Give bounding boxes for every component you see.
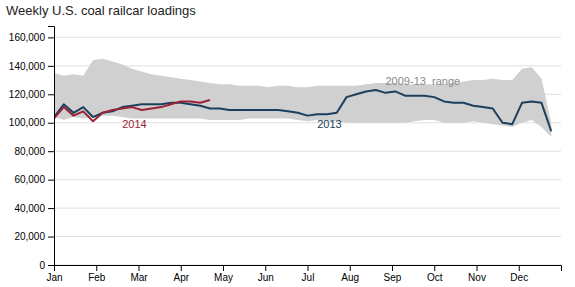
- grid-line: [54, 37, 561, 38]
- y-tick-label: 160,000: [9, 32, 46, 43]
- grid-line: [54, 236, 561, 237]
- chart: Weekly U.S. coal railcar loadings 0 20,000…: [0, 0, 575, 287]
- y-tick: 160,000: [9, 32, 54, 43]
- x-tick-mark: [54, 265, 55, 271]
- x-tick-mark: [139, 265, 140, 271]
- x-axis: Jan Feb Mar Apr May Jun Jul Aug Sep Oct Nov Dec: [46, 265, 561, 283]
- x-tick-label: Mar: [130, 272, 148, 283]
- x-tick: Apr: [173, 265, 189, 283]
- title: Weekly U.S. coal railcar loadings: [6, 3, 196, 18]
- grid-line: [54, 208, 561, 209]
- y-tick-mark: [48, 151, 54, 152]
- x-tick-mark: [308, 265, 309, 271]
- y-tick-mark: [48, 208, 54, 209]
- grid-line: [54, 179, 561, 180]
- range-area: [54, 59, 551, 137]
- line: [54, 90, 551, 131]
- y-tick-label: 140,000: [9, 61, 46, 72]
- x-tick-mark: [477, 265, 478, 271]
- x-tick-mark: [519, 265, 520, 271]
- x-tick-label: Sep: [384, 272, 402, 283]
- y-tick: 0: [39, 260, 54, 271]
- y-axis-line: [48, 27, 55, 266]
- x-tick-mark: [350, 265, 351, 271]
- y-tick-label: 0: [39, 260, 45, 271]
- x-tick: Feb: [88, 265, 106, 283]
- x-tick-mark: [181, 265, 182, 271]
- y-tick: 140,000: [9, 61, 54, 72]
- y-tick-mark: [48, 66, 54, 67]
- annotation: 2014: [122, 118, 146, 130]
- y-tick-mark: [48, 265, 54, 266]
- x-tick: Nov: [468, 265, 486, 283]
- x-tick: Jun: [258, 265, 274, 283]
- y-tick: 120,000: [9, 89, 54, 100]
- y-tick-mark: [48, 237, 54, 238]
- x-tick: Oct: [427, 265, 443, 283]
- y-tick-label: 120,000: [9, 89, 46, 100]
- y-tick-mark: [48, 37, 54, 38]
- y-tick: 20,000: [14, 231, 54, 242]
- x-tick-mark: [392, 265, 393, 271]
- y-tick-label: 20,000: [14, 231, 45, 242]
- y-tick-mark: [48, 123, 54, 124]
- x-tick: Mar: [130, 265, 148, 283]
- x-tick-label: May: [214, 272, 233, 283]
- y-tick-mark: [48, 94, 54, 95]
- x-tick-label: Feb: [88, 272, 106, 283]
- x-tick-mark: [434, 265, 435, 271]
- x-tick-label: Jan: [46, 272, 62, 283]
- x-tick-label: Aug: [341, 272, 359, 283]
- x-tick: Aug: [341, 265, 359, 283]
- x-tick-label: Nov: [468, 272, 486, 283]
- x-tick: Dec: [510, 265, 528, 283]
- y-tick: 80,000: [14, 146, 54, 157]
- marks: [54, 59, 551, 137]
- y-axis: 0 20,000 40,000 60,000 80,000 100,000 120,000 1…: [9, 27, 55, 271]
- y-tick: 100,000: [9, 117, 54, 128]
- grid: [54, 37, 561, 265]
- x-tick-label: Dec: [510, 272, 528, 283]
- y-tick-label: 80,000: [14, 146, 45, 157]
- x-tick: Jan: [46, 265, 62, 283]
- y-tick: 40,000: [14, 203, 54, 214]
- x-tick-label: Oct: [427, 272, 443, 283]
- x-tick: May: [214, 265, 233, 283]
- annotation: 2009-13 range: [386, 75, 461, 87]
- x-tick-mark: [96, 265, 97, 271]
- x-tick-mark: [265, 265, 266, 271]
- y-tick: 60,000: [14, 174, 54, 185]
- x-tick: Sep: [384, 265, 402, 283]
- x-tick-label: Apr: [173, 272, 189, 283]
- x-tick: Jul: [302, 265, 315, 283]
- annotations: 2009-13 range 2013 2014: [122, 75, 460, 130]
- y-tick-mark: [48, 180, 54, 181]
- x-tick-label: Jun: [258, 272, 274, 283]
- x-tick-label: Jul: [302, 272, 315, 283]
- grid-line: [54, 65, 561, 66]
- plot: 0 20,000 40,000 60,000 80,000 100,000 120,000 1…: [9, 27, 562, 284]
- y-tick-label: 100,000: [9, 117, 46, 128]
- annotation: 2013: [317, 118, 341, 130]
- y-tick-label: 40,000: [14, 203, 45, 214]
- x-axis-line: [55, 266, 562, 272]
- x-tick-mark: [223, 265, 224, 271]
- grid-line: [54, 151, 561, 152]
- y-tick-label: 60,000: [14, 174, 45, 185]
